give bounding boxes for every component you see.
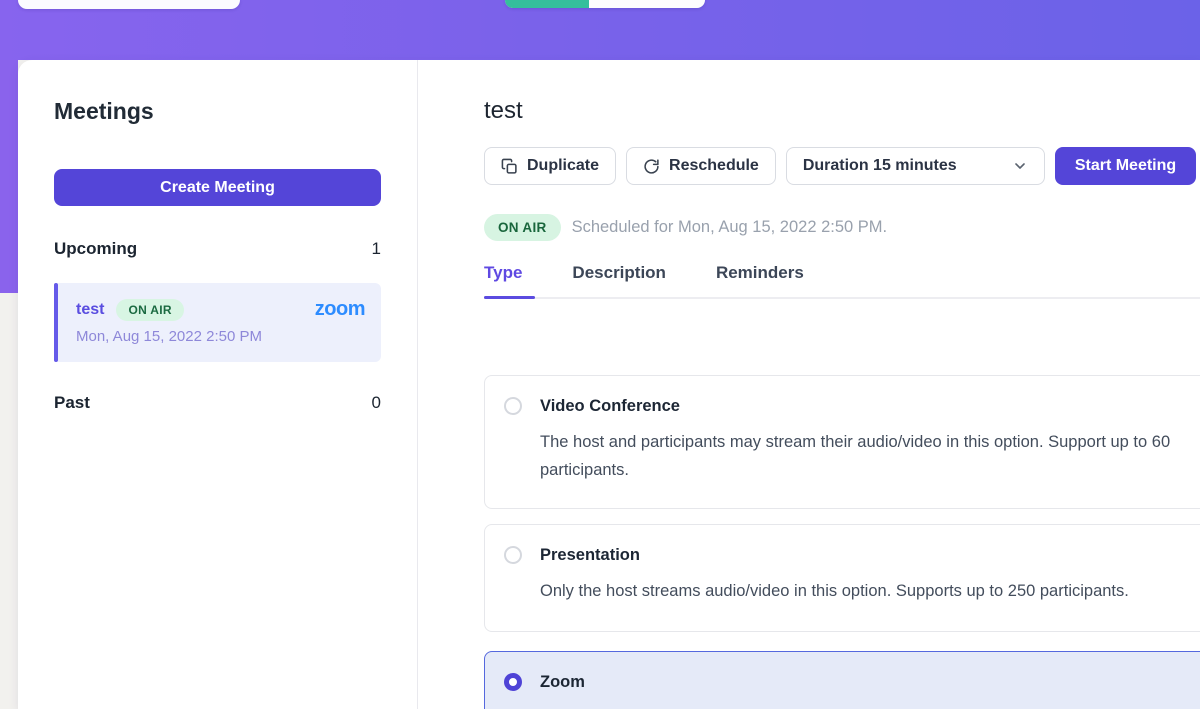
upcoming-count: 1 xyxy=(371,239,381,258)
reschedule-button[interactable]: Reschedule xyxy=(626,147,776,185)
on-air-badge: ON AIR xyxy=(116,298,184,321)
toast-notification-remnant xyxy=(505,0,705,8)
left-background-strip xyxy=(0,60,18,293)
option-description: The host and participants may stream the… xyxy=(540,433,1171,479)
refresh-icon xyxy=(643,158,660,175)
zoom-logo: zoom xyxy=(314,298,366,320)
scheduled-text: Scheduled for Mon, Aug 15, 2022 2:50 PM. xyxy=(571,218,888,236)
duplicate-button[interactable]: Duplicate xyxy=(484,147,617,185)
selected-accent-bar xyxy=(54,283,58,362)
reschedule-label: Reschedule xyxy=(669,157,759,174)
content-panel: Meetings Create Meeting Upcoming 1 test … xyxy=(18,60,1200,709)
tab-reminders[interactable]: Reminders xyxy=(715,263,804,282)
upcoming-label: Upcoming xyxy=(54,239,138,258)
sidebar-title: Meetings xyxy=(54,98,154,124)
past-count: 0 xyxy=(371,393,381,412)
toast-progress-bar xyxy=(505,0,589,8)
meeting-datetime: Mon, Aug 15, 2022 2:50 PM xyxy=(76,328,262,345)
header-band xyxy=(0,0,1200,60)
option-title: Presentation xyxy=(540,546,640,564)
option-presentation[interactable]: Presentation Only the host streams audio… xyxy=(484,524,1200,632)
meetings-sidebar: Meetings Create Meeting Upcoming 1 test … xyxy=(18,60,418,709)
meeting-title: test xyxy=(76,300,105,318)
copy-icon xyxy=(501,158,518,175)
radio-checked-icon[interactable] xyxy=(504,673,522,691)
radio-unchecked-icon[interactable] xyxy=(504,546,522,564)
tabs-divider xyxy=(484,297,1200,299)
active-tab-underline xyxy=(484,296,535,299)
on-air-status-badge: ON AIR xyxy=(484,214,561,241)
top-left-toast-remnant xyxy=(18,0,240,9)
option-title: Video Conference xyxy=(540,397,680,415)
tab-description[interactable]: Description xyxy=(572,263,666,282)
option-description: Only the host streams audio/video in thi… xyxy=(540,582,1129,600)
past-label: Past xyxy=(54,393,90,412)
radio-unchecked-icon[interactable] xyxy=(504,397,522,415)
status-row: ON AIR Scheduled for Mon, Aug 15, 2022 2… xyxy=(484,214,887,241)
upcoming-section-row[interactable]: Upcoming 1 xyxy=(54,239,381,259)
option-video-conference[interactable]: Video Conference The host and participan… xyxy=(484,375,1200,509)
meeting-detail-pane: test Duplicate Reschedule D xyxy=(418,60,1200,709)
page-title: test xyxy=(484,97,523,124)
option-description: Host your meeting on Zoom xyxy=(540,704,744,709)
option-title: Zoom xyxy=(540,673,585,691)
duration-value: Duration 15 minutes xyxy=(802,157,957,174)
chevron-down-icon xyxy=(1012,158,1028,174)
tab-type[interactable]: Type xyxy=(484,263,523,282)
duration-select[interactable]: Duration 15 minutes xyxy=(785,147,1045,185)
duplicate-label: Duplicate xyxy=(527,157,600,174)
past-section-row[interactable]: Past 0 xyxy=(54,393,381,413)
option-zoom[interactable]: Zoom Host your meeting on Zoom xyxy=(484,651,1200,709)
start-meeting-button[interactable]: Start Meeting xyxy=(1054,147,1197,185)
meeting-list-item[interactable]: test ON AIR zoom Mon, Aug 15, 2022 2:50 … xyxy=(54,283,381,362)
toolbar: Duplicate Reschedule Duration 15 minutes xyxy=(484,147,1200,185)
detail-tabs: Type Description Reminders xyxy=(484,263,804,283)
create-meeting-button[interactable]: Create Meeting xyxy=(54,169,381,206)
